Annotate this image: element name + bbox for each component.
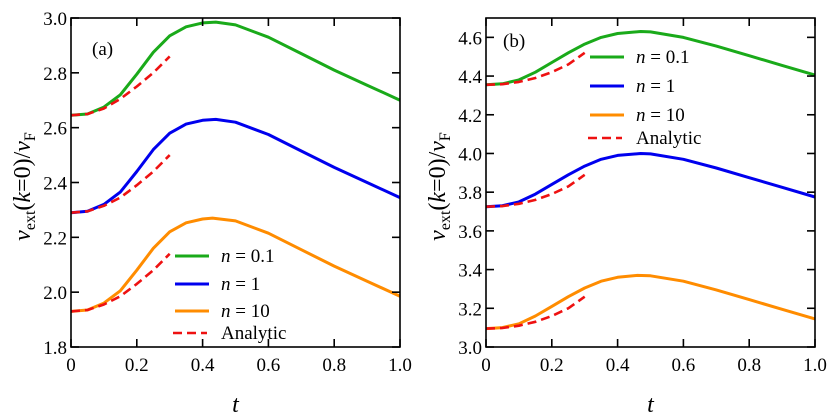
x-tick-label: 0.8 (322, 355, 346, 376)
legend-label: n = 0.1 (221, 246, 274, 267)
x-tick-label: 0.6 (672, 355, 696, 376)
legend-label: n = 10 (636, 105, 685, 126)
x-tick-label: 1.0 (388, 355, 412, 376)
legend-label: n = 10 (221, 301, 270, 322)
legend-label: n = 1 (221, 274, 260, 295)
panel-label: (b) (503, 31, 525, 52)
y-label-rest: =0)/ (10, 151, 36, 192)
legend-var: n (221, 301, 231, 322)
x-tick-label: 0.4 (606, 355, 630, 376)
legend-var: n (636, 76, 646, 97)
analytic-curve (70, 154, 171, 214)
legend-text: Analytic (221, 323, 286, 344)
y-axis-label: vext(k=0)/vF (10, 132, 39, 241)
y-label-k: k (10, 192, 36, 203)
y-tick-label: 4.6 (458, 28, 482, 49)
legend-var: n (636, 47, 646, 68)
x-tick-label: 0 (481, 355, 491, 376)
y-label-v2: v (10, 141, 36, 152)
y-tick-label: 4.2 (458, 106, 482, 127)
series-line-2 (70, 216, 401, 313)
legend-text: Analytic (636, 128, 701, 149)
x-tick-label: 0.4 (191, 355, 215, 376)
y-tick-label: 2.2 (43, 228, 67, 249)
y-label-paren: ( (10, 203, 36, 211)
panel-a: 0 0.2 0.4 0.6 0.8 1.01.82.02.22.42.62.83.0tve… (10, 9, 412, 418)
y-tick-label: 3.0 (43, 9, 67, 30)
y-tick-label: 2.6 (43, 119, 67, 140)
y-tick-label: 3.2 (458, 299, 482, 320)
series-line-0 (485, 30, 816, 87)
analytic-curve (70, 252, 171, 313)
plot-frame (485, 17, 816, 348)
series-line-1 (485, 152, 816, 209)
legend-text: = 0.1 (646, 47, 690, 68)
series-line-2 (485, 273, 816, 331)
y-label-paren: ( (425, 203, 451, 211)
panel-b: 0 0.2 0.4 0.6 0.8 1.0 3.0 3.2 3.4 3.6 3.8 4.0 4.2 4.4… (425, 17, 827, 418)
legend-label: n = 0.1 (636, 47, 689, 68)
x-tick-label: 0 (66, 355, 76, 376)
legend-label: Analytic (636, 128, 701, 149)
y-axis-label: vext(k=0)/vF (425, 132, 454, 241)
x-tick-label: 0.2 (125, 355, 149, 376)
y-label-v: v (10, 230, 36, 241)
legend-var: n (636, 105, 646, 126)
y-tick-label: 4.0 (458, 144, 482, 165)
x-axis-label: t (647, 392, 655, 418)
y-tick-label: 3.0 (458, 338, 482, 359)
x-tick-label: 0.6 (257, 355, 281, 376)
legend-text: = 1 (231, 274, 261, 295)
x-tick-label: 0.2 (540, 355, 564, 376)
y-tick-label: 4.4 (458, 67, 482, 88)
legend-label: Analytic (221, 323, 286, 344)
y-tick-label: 2.8 (43, 64, 67, 85)
y-label-sub: ext (22, 210, 39, 230)
y-label-v: v (425, 230, 451, 241)
y-tick-label: 1.8 (43, 338, 67, 359)
panel-label: (a) (92, 39, 113, 60)
y-label-sub2: F (437, 132, 454, 141)
legend-label: n = 1 (636, 76, 675, 97)
y-tick-label: 2.0 (43, 283, 67, 304)
y-tick-label: 3.4 (458, 261, 482, 282)
legend-text: = 0.1 (231, 246, 275, 267)
legend-var: n (221, 274, 231, 295)
legend-text: = 1 (646, 76, 676, 97)
analytic-curve (485, 51, 586, 87)
legend-var: n (221, 246, 231, 267)
x-axis-label: t (232, 392, 240, 418)
analytic-curve (485, 295, 586, 330)
y-label-sub: ext (437, 210, 454, 230)
analytic-curve (70, 55, 171, 117)
y-label-k: k (425, 192, 451, 203)
plot-frame (70, 17, 401, 348)
legend-text: = 10 (231, 301, 270, 322)
legend-text: = 10 (646, 105, 685, 126)
series-line-1 (70, 117, 401, 215)
x-tick-label: 1.0 (803, 355, 827, 376)
y-label-rest: =0)/ (425, 151, 451, 192)
y-label-v2: v (425, 141, 451, 152)
y-tick-label: 3.6 (458, 222, 482, 243)
y-label-sub2: F (22, 132, 39, 141)
x-tick-label: 0.8 (737, 355, 761, 376)
y-tick-label: 2.4 (43, 174, 67, 195)
y-tick-label: 3.8 (458, 183, 482, 204)
series-line-0 (70, 20, 401, 117)
analytic-curve (485, 173, 586, 208)
